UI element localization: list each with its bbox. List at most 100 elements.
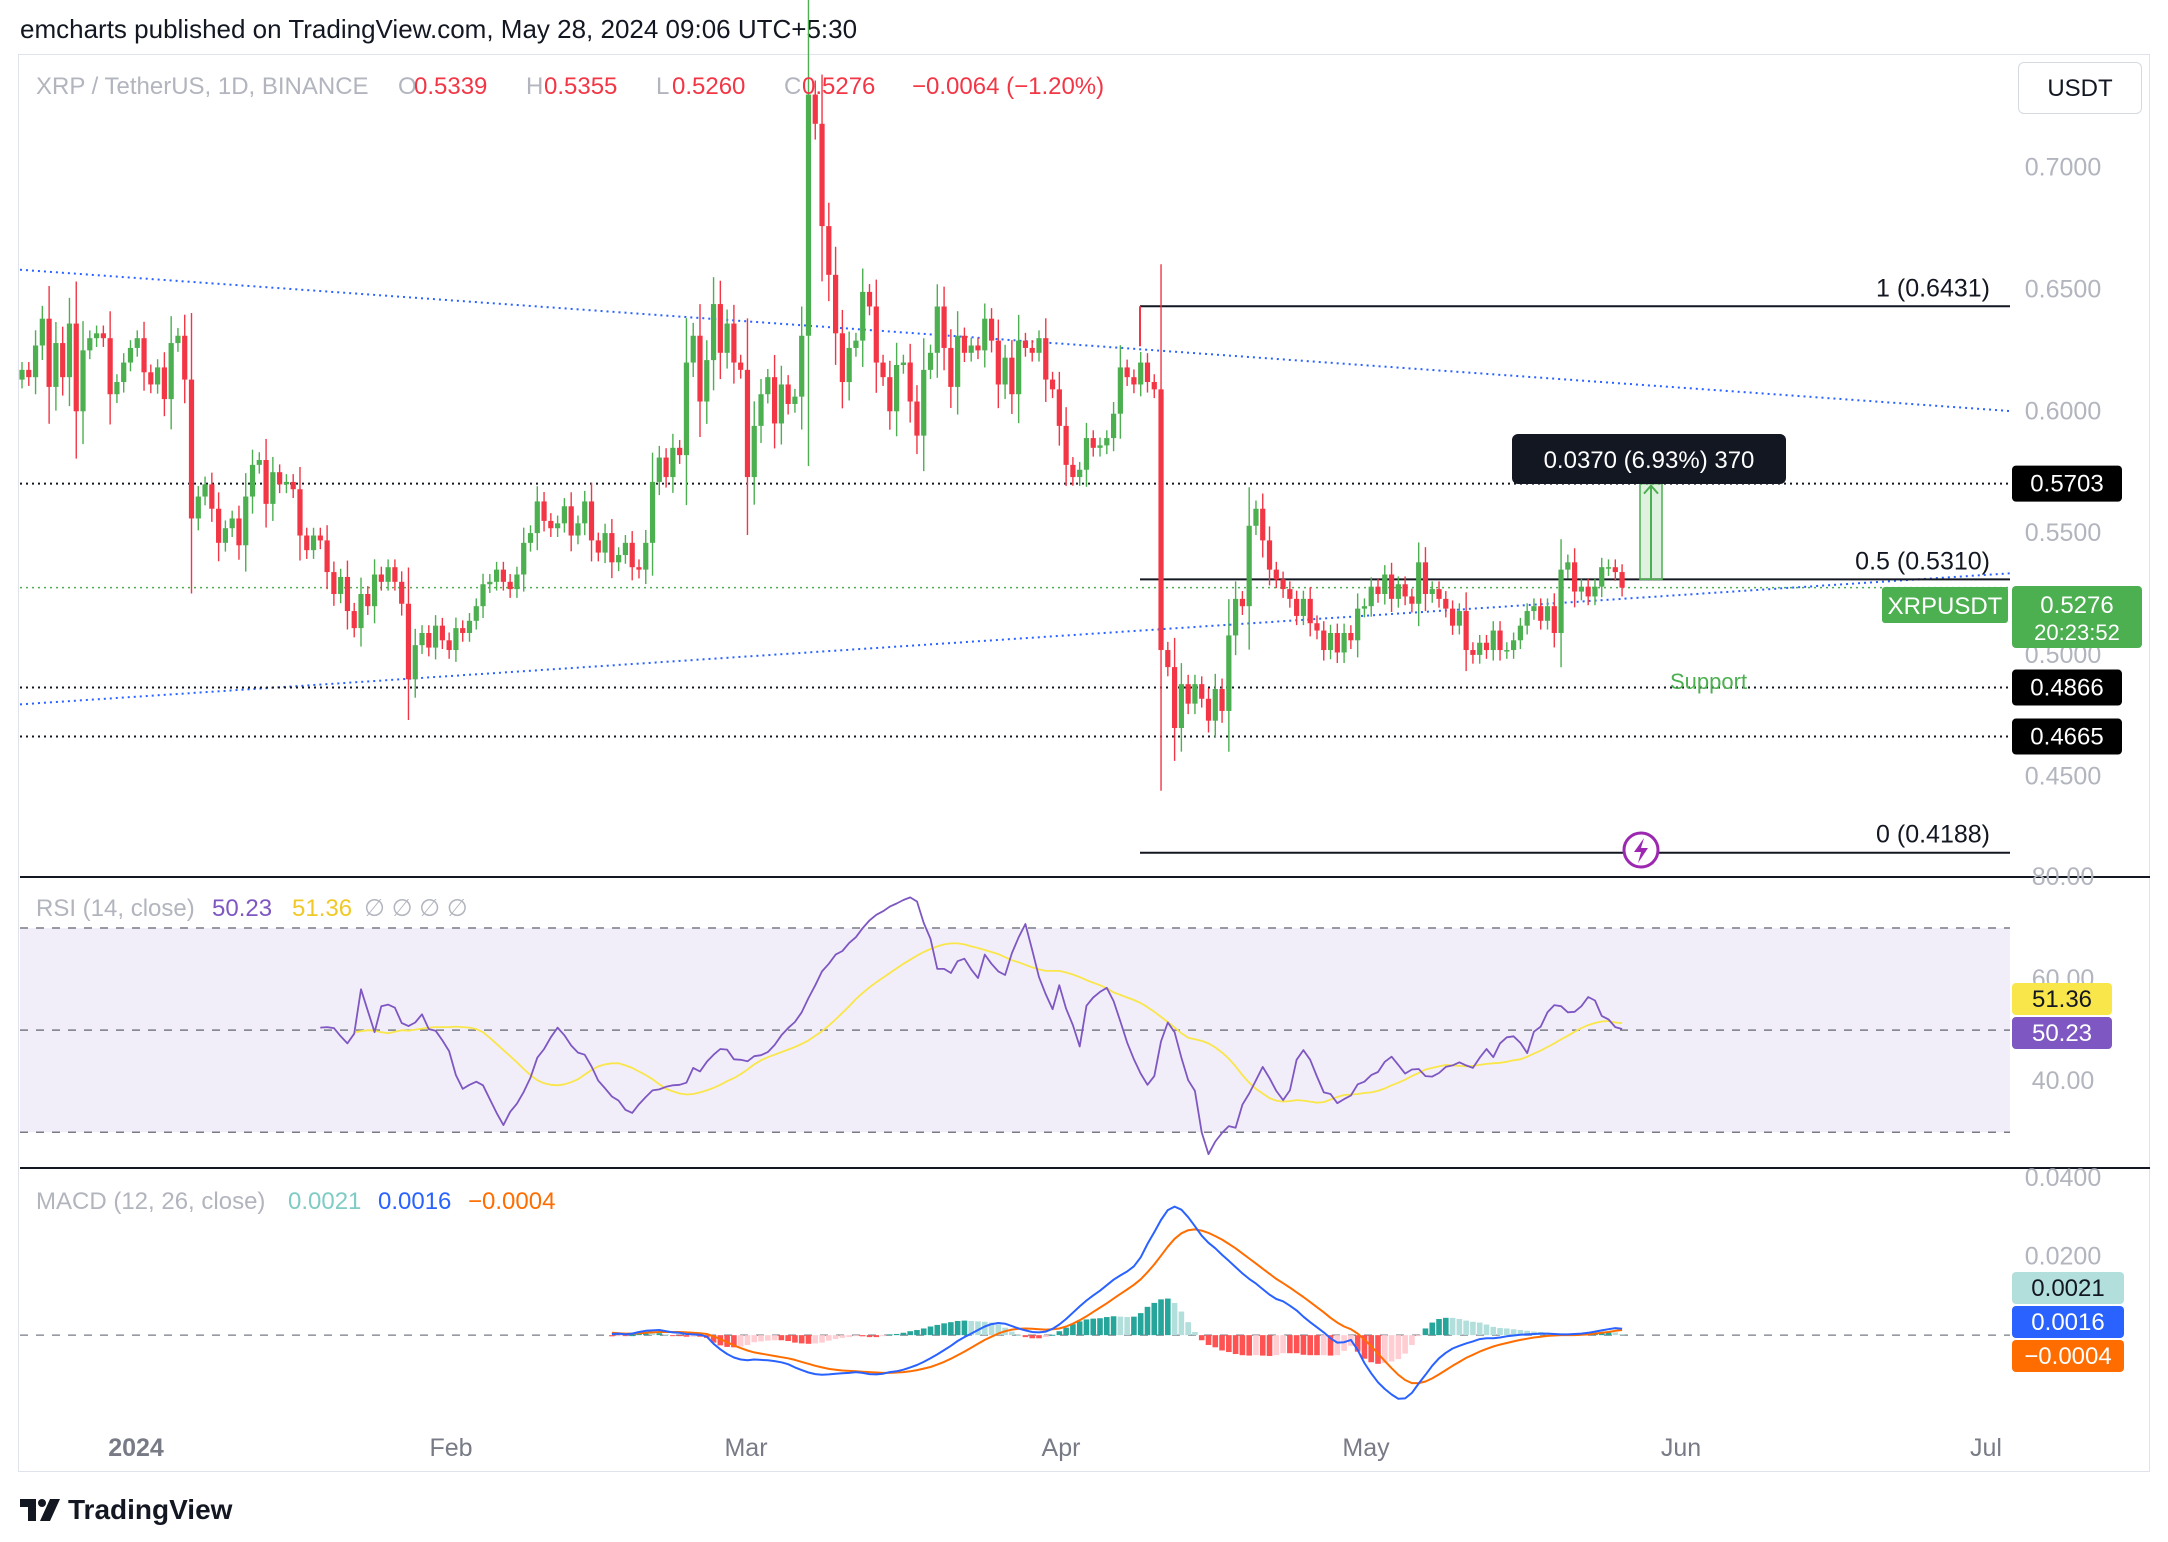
macd-histogram-bar	[1158, 1299, 1164, 1336]
macd-histogram-bar	[853, 1335, 859, 1337]
candle-body	[643, 542, 649, 570]
candle-body	[948, 347, 954, 387]
macd-histogram-bar	[1090, 1318, 1097, 1336]
candle-body	[1192, 684, 1198, 704]
macd-histogram-bar	[1056, 1331, 1063, 1336]
macd-histogram-bar	[1029, 1335, 1036, 1339]
macd-line	[611, 1205, 1623, 1400]
macd-histogram-bar	[920, 1328, 927, 1336]
candle-body	[1036, 338, 1042, 353]
candle-body	[1443, 598, 1449, 609]
macd-histogram-bar	[629, 1335, 635, 1337]
candle-body	[155, 367, 161, 385]
candle-body	[961, 335, 968, 353]
candle-body	[1327, 632, 1334, 651]
macd-histogram-bar	[1497, 1328, 1503, 1336]
candle-body	[724, 323, 730, 353]
candle-body	[907, 362, 913, 402]
candle-body	[1049, 379, 1056, 390]
macd-histogram-bar	[907, 1331, 913, 1336]
macd-histogram-bar	[1619, 1333, 1625, 1336]
candle-body	[514, 574, 520, 590]
candle-body	[338, 576, 344, 594]
candle-body	[833, 274, 839, 334]
candle-body	[1477, 642, 1483, 655]
candle-body	[222, 528, 228, 543]
rsi-legend-ma: 51.36	[292, 895, 352, 922]
macd-histogram-bar	[744, 1335, 751, 1345]
candle-body	[1131, 377, 1137, 385]
macd-histogram-bar	[1226, 1335, 1232, 1353]
candle-body	[73, 323, 79, 412]
candle-body	[1429, 589, 1435, 594]
candle-body	[1321, 630, 1327, 651]
candle-body	[1605, 567, 1612, 569]
time-axis-tick: Jul	[1970, 1434, 2002, 1462]
price-level-label: 0.4866	[2030, 675, 2103, 702]
macd-histogram-bar	[1009, 1331, 1015, 1336]
candle-body	[87, 338, 93, 351]
macd-histogram-bar	[1361, 1335, 1368, 1359]
macd-histogram-bar	[1273, 1335, 1280, 1356]
candle-body	[175, 335, 181, 344]
candle-body	[19, 369, 25, 380]
time-axis-tick: Feb	[429, 1434, 472, 1462]
candle-body	[202, 484, 208, 497]
candle-body	[582, 501, 588, 524]
candle-body	[1497, 630, 1503, 651]
macd-axis-tick: 0.0400	[2025, 1164, 2101, 1192]
candle-body	[134, 338, 140, 348]
macd-histogram-bar	[737, 1335, 744, 1347]
macd-signal-value-label-bg	[2012, 1340, 2124, 1372]
candle-body	[1287, 589, 1293, 599]
macd-histogram-bar	[1314, 1335, 1320, 1356]
candle-body	[270, 472, 276, 504]
bar-countdown: 20:23:52	[2034, 620, 2120, 645]
candle-body	[494, 569, 500, 582]
candle-body	[1260, 508, 1266, 541]
macd-signal-value-label: −0.0004	[2024, 1343, 2111, 1370]
candle-body	[914, 401, 920, 436]
currency-button[interactable]: USDT	[2018, 62, 2142, 114]
candle-body	[866, 291, 873, 307]
candle-body	[677, 447, 683, 456]
rsi-value-label: 50.23	[2032, 1020, 2092, 1047]
current-price-label-bg	[2012, 586, 2142, 648]
footer-brand-label: TradingView	[68, 1494, 233, 1525]
macd-histogram-bar	[771, 1335, 778, 1341]
legend-h-label: H	[526, 73, 543, 100]
candle-body	[1538, 606, 1544, 621]
candle-body	[1612, 567, 1618, 573]
candle-body	[1199, 684, 1205, 699]
candle-body	[609, 533, 615, 563]
candle-body	[1463, 611, 1469, 651]
macd-histogram-bar	[1137, 1313, 1144, 1336]
candle-body	[304, 535, 310, 551]
candle-body	[1117, 367, 1123, 414]
macd-histogram-bar	[975, 1321, 981, 1336]
candle-body	[1016, 340, 1022, 395]
candle-body	[1178, 684, 1184, 728]
macd-histogram-bar	[846, 1335, 852, 1338]
candle-body	[1416, 562, 1422, 604]
chart-frame	[18, 54, 2150, 1472]
rsi-ma-value-label: 51.36	[2032, 986, 2092, 1013]
macd-histogram-bar	[968, 1320, 974, 1336]
macd-histogram-bar	[1449, 1317, 1456, 1336]
candle-body	[1585, 586, 1591, 597]
footer-brand[interactable]: TradingView	[20, 1494, 232, 1526]
legend-h: 0.5355	[544, 73, 617, 100]
candle-body	[1165, 650, 1171, 668]
candle-body	[541, 501, 547, 521]
candle-body	[310, 535, 317, 551]
price-level-label-bg	[2012, 718, 2122, 755]
price-level-label-bg	[2012, 669, 2122, 706]
macd-histogram-bar	[1104, 1317, 1110, 1336]
macd-histogram-bar	[1253, 1335, 1259, 1356]
candle-body	[1273, 569, 1279, 580]
macd-histogram-bar	[941, 1323, 947, 1336]
candle-body	[1402, 584, 1408, 597]
macd-histogram-bar	[1117, 1316, 1124, 1336]
candle-body	[1104, 438, 1110, 446]
